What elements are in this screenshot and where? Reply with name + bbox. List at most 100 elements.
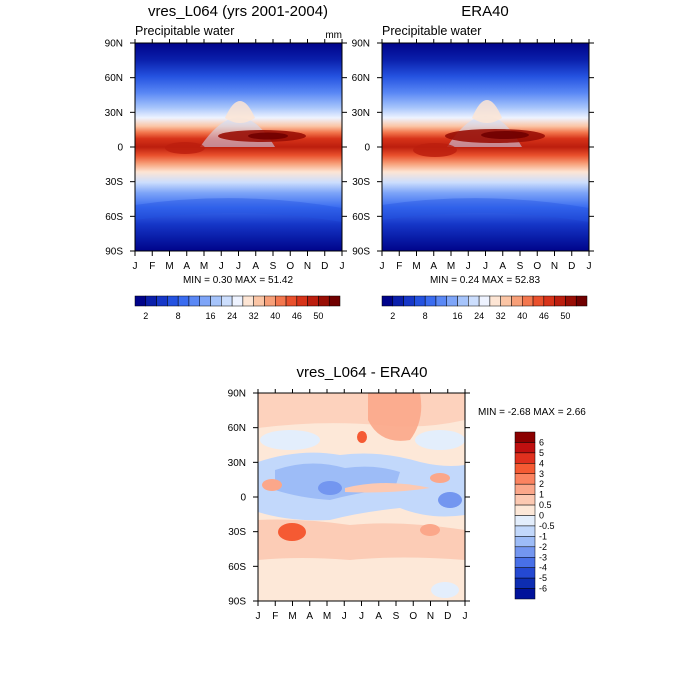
- colorbar-box: [188, 295, 200, 307]
- colorbar-box: [253, 295, 265, 307]
- x-tick-label: J: [587, 261, 592, 272]
- colorbar-label: 2: [143, 311, 148, 321]
- colorbar-box: [489, 295, 501, 307]
- x-tick-label: O: [409, 611, 417, 622]
- colorbar-box: [296, 295, 308, 307]
- x-tick-label: J: [466, 261, 471, 272]
- y-tick-label: 30S: [352, 177, 370, 188]
- negative-core: [318, 481, 342, 495]
- plot-field: [135, 43, 342, 251]
- warm-spot-30s-east: [420, 524, 440, 536]
- min-max-label: MIN = 0.24 MAX = 52.83: [430, 275, 540, 286]
- x-tick-label: A: [430, 261, 437, 272]
- colorbar-label: -0.5: [539, 521, 555, 531]
- y-tick-label: 30S: [228, 527, 246, 538]
- colorbar-box: [307, 295, 319, 307]
- y-tick-label: 60N: [352, 73, 370, 84]
- north-polar-warm: [368, 393, 422, 441]
- colorbar-label: 2: [390, 311, 395, 321]
- negative-east: [438, 492, 462, 508]
- west-warm-patch: [413, 143, 457, 157]
- north-polar-pale: [258, 393, 465, 428]
- south-blue-patch: [431, 582, 459, 598]
- plot-field: [258, 393, 465, 601]
- panel-title: vres_L064 - ERA40: [297, 364, 428, 381]
- southern-band: [135, 198, 342, 222]
- colorbar-box: [457, 295, 469, 307]
- panel-title: ERA40: [461, 3, 509, 20]
- y-tick-label: 0: [117, 143, 123, 154]
- x-tick-label: M: [323, 611, 331, 622]
- colorbar-label: 32: [249, 311, 259, 321]
- colorbar-box: [514, 567, 536, 579]
- north-blue-patch: [260, 430, 320, 450]
- x-tick-label: M: [200, 261, 208, 272]
- y-tick-label: 30S: [105, 177, 123, 188]
- colorbar-label: 40: [517, 311, 527, 321]
- colorbar-label: 16: [206, 311, 216, 321]
- y-tick-label: 60S: [352, 212, 370, 223]
- colorbar-label: 50: [560, 311, 570, 321]
- west-warm-patch: [165, 142, 205, 154]
- y-tick-label: 90N: [228, 389, 246, 400]
- colorbar-label: 5: [539, 448, 544, 458]
- colorbar: 2 8 16 24 32 40 46 50: [134, 295, 341, 321]
- colorbar-label: 1: [539, 490, 544, 500]
- y-tick-label: 90S: [105, 247, 123, 258]
- colorbar-box: [514, 483, 536, 495]
- y-axis-ticks: 90N 60N 30N 0 30S 60S 90S: [105, 39, 347, 258]
- warm-spot-60n: [357, 431, 367, 443]
- colorbar-label: -4: [539, 563, 547, 573]
- colorbar-box: [468, 295, 480, 307]
- colorbar-box: [514, 431, 536, 443]
- southern-band: [382, 198, 589, 222]
- colorbar-label: 6: [539, 437, 544, 447]
- colorbar-box: [199, 295, 211, 307]
- y-axis-ticks: 90N 60N 30N 0 30S 60S 90S: [352, 39, 594, 258]
- x-tick-label: D: [321, 261, 328, 272]
- min-max-label: MIN = 0.30 MAX = 51.42: [183, 275, 293, 286]
- colorbar-label: -1: [539, 531, 547, 541]
- colorbar-box: [478, 295, 491, 307]
- colorbar-box: [514, 525, 536, 537]
- x-tick-label: A: [375, 611, 382, 622]
- y-axis-ticks: 90N 60N 30N 0 30S 60S 90S: [228, 389, 470, 608]
- summer-north-peak: [472, 100, 502, 123]
- colorbar-box: [514, 546, 536, 558]
- x-tick-label: J: [483, 261, 488, 272]
- colorbar-box: [403, 295, 415, 307]
- x-tick-label: M: [412, 261, 420, 272]
- colorbar-box: [210, 295, 222, 307]
- tropical-max-core: [248, 132, 288, 140]
- colorbar-box: [514, 536, 536, 548]
- colorbar-label: 2: [539, 479, 544, 489]
- panel-title: vres_L064 (yrs 2001-2004): [148, 3, 328, 20]
- x-tick-label: J: [342, 611, 347, 622]
- x-tick-label: O: [286, 261, 294, 272]
- colorbar-box: [514, 494, 536, 506]
- colorbar-box: [275, 295, 287, 307]
- y-tick-label: 90N: [352, 39, 370, 50]
- warm-patch-15n: [262, 479, 282, 491]
- y-tick-label: 90S: [228, 597, 246, 608]
- colorbar-label: 24: [227, 311, 237, 321]
- x-tick-label: M: [288, 611, 296, 622]
- x-tick-label: S: [270, 261, 277, 272]
- x-tick-label: S: [517, 261, 524, 272]
- colorbar-box: [532, 295, 545, 307]
- x-tick-label: O: [533, 261, 541, 272]
- colorbar-label: 4: [539, 458, 544, 468]
- colorbar-label: 8: [423, 311, 428, 321]
- colorbar-box: [134, 295, 147, 307]
- x-tick-label: A: [306, 611, 313, 622]
- x-tick-label: F: [149, 261, 155, 272]
- colorbar-box: [514, 452, 536, 464]
- colorbar-box: [177, 295, 190, 307]
- x-tick-label: J: [236, 261, 241, 272]
- colorbar-box: [514, 442, 536, 454]
- units-label: mm: [325, 30, 342, 41]
